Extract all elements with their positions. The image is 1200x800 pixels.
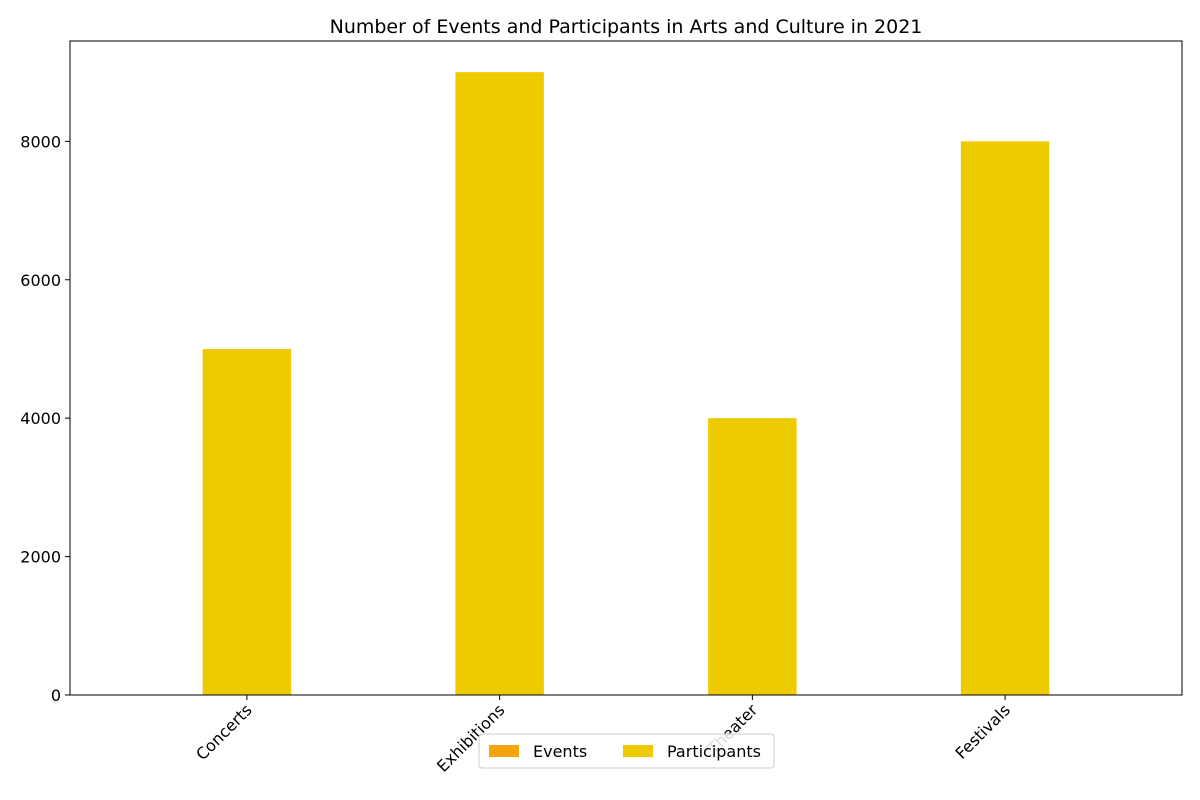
- legend-label-participants: Participants: [667, 742, 761, 761]
- bar-participants-exhibitions: [455, 72, 544, 695]
- bar-participants-concerts: [202, 348, 292, 695]
- y-tick-label: 4000: [20, 409, 61, 428]
- bars-layer: [202, 72, 1050, 696]
- y-tick-label: 2000: [20, 548, 61, 567]
- chart-title: Number of Events and Participants in Art…: [330, 16, 923, 38]
- y-axis: 0 2000 4000 6000 8000: [20, 132, 70, 705]
- legend-label-events: Events: [533, 742, 587, 761]
- y-tick-label: 0: [51, 686, 61, 705]
- plot-area-frame: [69, 40, 1183, 696]
- y-tick-label: 6000: [20, 271, 61, 290]
- bar-participants-festivals: [960, 141, 1050, 696]
- legend: Events Participants: [478, 733, 775, 769]
- x-tick-label-concerts: Concerts: [192, 700, 256, 764]
- y-tick-label: 8000: [20, 132, 61, 151]
- legend-swatch-events: [489, 745, 519, 757]
- legend-swatch-participants: [623, 745, 653, 757]
- x-tick-label-festivals: Festivals: [951, 700, 1013, 762]
- bar-participants-theater: [708, 418, 797, 695]
